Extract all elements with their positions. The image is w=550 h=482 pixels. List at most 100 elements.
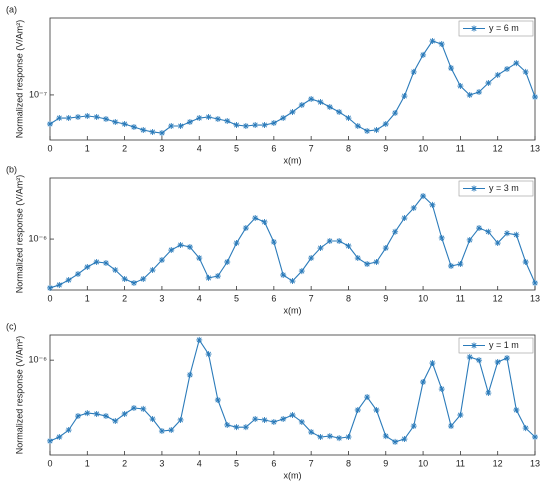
data-point	[261, 218, 268, 225]
data-point	[233, 240, 240, 247]
x-tick-label: 3	[159, 293, 164, 303]
plot-frame	[49, 177, 536, 291]
data-point	[457, 261, 464, 268]
x-tick-label: 9	[383, 143, 388, 153]
data-point	[308, 95, 315, 102]
x-tick-label: 3	[159, 143, 164, 153]
data-point	[448, 262, 455, 269]
x-tick-label: 7	[309, 458, 314, 468]
data-point	[364, 261, 371, 268]
data-point	[382, 245, 389, 252]
data-point	[252, 122, 259, 129]
data-point	[429, 201, 436, 208]
x-tick-label: 13	[530, 293, 540, 303]
data-point	[102, 115, 109, 122]
data-point	[205, 114, 212, 121]
x-tick-label: 1	[85, 143, 90, 153]
data-point	[354, 122, 361, 129]
data-point	[205, 351, 212, 358]
data-point	[532, 93, 538, 100]
x-tick-label: 4	[197, 293, 202, 303]
x-tick-label: 11	[456, 293, 465, 303]
data-point	[429, 360, 436, 367]
y-tick-label: 10⁻⁶	[29, 355, 48, 365]
data-point	[149, 416, 156, 423]
x-tick-label: 5	[234, 293, 239, 303]
data-point	[224, 421, 231, 428]
data-point	[336, 237, 343, 244]
legend-box	[458, 337, 534, 354]
data-point	[494, 72, 501, 79]
data-point	[233, 122, 240, 129]
data-point	[196, 255, 203, 262]
data-point	[270, 418, 277, 425]
data-point	[280, 416, 287, 423]
data-point	[196, 336, 203, 343]
data-point	[84, 410, 91, 417]
data-point	[420, 378, 427, 385]
x-tick-label: 9	[383, 458, 388, 468]
data-point	[457, 411, 464, 418]
data-point	[513, 60, 520, 67]
data-point	[476, 225, 483, 232]
data-point	[93, 258, 100, 265]
plot-frame	[49, 334, 536, 456]
data-point	[317, 99, 324, 106]
x-tick-label: 2	[122, 143, 127, 153]
legend-label: y = 3 m	[489, 183, 519, 193]
data-point	[186, 244, 193, 250]
data-point	[410, 204, 417, 211]
data-point	[494, 240, 501, 247]
data-point	[112, 267, 119, 274]
data-point	[56, 115, 63, 122]
data-point	[289, 278, 296, 285]
data-point	[308, 429, 315, 436]
data-point	[326, 433, 333, 440]
x-tick-label: 0	[47, 293, 52, 303]
data-point	[420, 51, 427, 58]
x-tick-label: 8	[346, 293, 351, 303]
legend-label: y = 1 m	[489, 340, 519, 350]
data-point	[401, 436, 408, 443]
x-tick-label: 4	[197, 143, 202, 153]
data-point	[476, 357, 483, 364]
data-point	[270, 239, 277, 246]
x-tick-label: 10	[418, 458, 428, 468]
x-tick-label: 2	[122, 293, 127, 303]
data-point	[130, 405, 137, 412]
data-point	[140, 126, 147, 133]
data-point	[336, 108, 343, 115]
data-point	[485, 390, 492, 397]
data-point	[382, 433, 389, 440]
x-tick-label: 12	[493, 143, 503, 153]
y-axis-label: Normalized response (V/Am²)	[14, 336, 24, 455]
data-point	[364, 127, 371, 134]
data-point	[74, 271, 81, 278]
data-point	[252, 215, 259, 222]
data-point	[466, 354, 473, 361]
legend-label: y = 6 m	[489, 23, 519, 33]
x-tick-label: 6	[271, 293, 276, 303]
data-point	[158, 428, 165, 435]
data-point	[149, 128, 156, 135]
y-tick-label: 10⁻⁶	[29, 233, 48, 243]
data-point	[74, 114, 81, 121]
data-point	[186, 119, 193, 126]
data-point	[205, 274, 212, 281]
x-tick-label: 11	[456, 143, 465, 153]
data-point	[410, 68, 417, 75]
data-point	[130, 123, 137, 130]
data-point	[466, 236, 473, 243]
panel-label: (a)	[6, 4, 17, 14]
x-axis-label: x(m)	[284, 470, 302, 480]
data-point	[298, 268, 305, 275]
data-point	[345, 242, 352, 249]
data-point	[112, 119, 119, 126]
x-tick-label: 1	[85, 293, 90, 303]
x-tick-label: 7	[309, 143, 314, 153]
x-tick-label: 8	[346, 458, 351, 468]
data-point	[224, 258, 231, 265]
x-tick-label: 1	[85, 458, 90, 468]
x-tick-label: 11	[456, 458, 465, 468]
data-point	[47, 121, 53, 128]
